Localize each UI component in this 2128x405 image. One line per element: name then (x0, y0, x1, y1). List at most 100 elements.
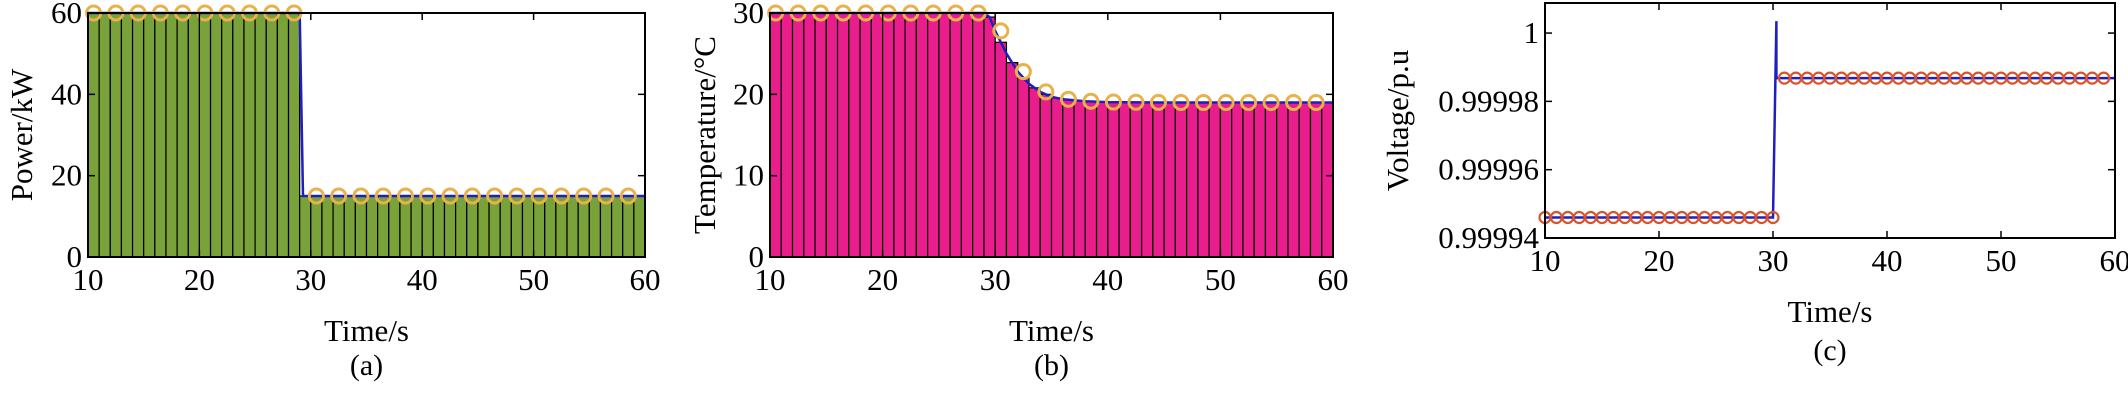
bar (221, 12, 234, 258)
bar (555, 195, 568, 258)
bar (1174, 101, 1188, 258)
bar (1253, 101, 1267, 258)
bar (276, 12, 290, 258)
data-point (330, 187, 348, 205)
bar (972, 12, 985, 258)
bar (870, 12, 884, 258)
data-point (2097, 71, 2111, 85)
bar (1152, 101, 1165, 258)
bar (622, 195, 635, 258)
bar (1208, 101, 1222, 258)
bar (521, 195, 535, 258)
x-tick-label: 10 (73, 262, 104, 297)
data-point (1766, 210, 1780, 225)
bar (949, 12, 963, 258)
bar (1309, 101, 1323, 258)
panel-1 (767, 4, 1334, 258)
bar (848, 12, 861, 258)
y-tick-label: 0.99998 (1438, 83, 1539, 118)
x-tick-label: 30 (295, 262, 326, 297)
bar (1321, 101, 1334, 258)
bar (836, 12, 850, 258)
data-point (619, 187, 637, 205)
bar (499, 195, 512, 258)
bar (120, 12, 134, 258)
bar (1050, 97, 1064, 258)
data-point (1307, 93, 1325, 111)
data-point (1172, 93, 1190, 111)
y-tick-label: 20 (51, 158, 82, 193)
x-tick-label: 30 (980, 262, 1011, 297)
bar (466, 195, 479, 258)
panel-caption: (c) (1813, 334, 1846, 367)
bar (165, 12, 178, 258)
bar (1186, 101, 1199, 258)
bar (588, 195, 602, 258)
data-point (1037, 83, 1055, 101)
bar (1242, 101, 1255, 258)
panel-caption: (a) (350, 349, 383, 382)
y-tick-label: 1 (1524, 15, 1540, 50)
y-tick-label: 0.99994 (1438, 220, 1539, 255)
data-point (1104, 93, 1122, 111)
x-tick-label: 40 (407, 262, 438, 297)
bar (904, 12, 917, 258)
bar (1219, 101, 1233, 258)
data-point (307, 187, 325, 205)
bar (881, 12, 895, 258)
y-tick-label: 60 (51, 0, 82, 30)
y-axis-label: Temperature/°C (687, 36, 722, 234)
bar (791, 12, 805, 258)
bar (927, 12, 940, 258)
bar (1095, 101, 1109, 258)
bar (265, 12, 278, 258)
x-tick-label: 50 (1205, 262, 1236, 297)
bar (510, 195, 524, 258)
bar (287, 12, 301, 258)
x-tick-label: 20 (1644, 243, 1675, 278)
y-tick-label: 40 (51, 76, 82, 111)
data-point (1014, 63, 1032, 81)
bar (310, 195, 323, 258)
bar (814, 12, 827, 258)
bar (154, 12, 167, 258)
y-tick-label: 10 (733, 158, 764, 193)
x-axis-label: Time/s (1787, 294, 1872, 329)
bar (1062, 99, 1075, 258)
bar (1231, 101, 1244, 258)
data-point (396, 187, 414, 205)
x-tick-label: 60 (1318, 262, 1349, 297)
bar (187, 12, 200, 258)
y-tick-label: 20 (733, 76, 764, 111)
bar (1298, 101, 1312, 258)
bar (377, 195, 390, 258)
data-point (992, 22, 1010, 40)
x-tick-label: 50 (518, 262, 549, 297)
bar (332, 195, 345, 258)
x-tick-label: 20 (184, 262, 215, 297)
bar (254, 12, 267, 258)
data-point (1217, 93, 1235, 111)
bar (532, 195, 546, 258)
data-point (374, 187, 392, 205)
bar (1276, 101, 1289, 258)
bar (1073, 100, 1086, 258)
bar (399, 195, 412, 258)
x-tick-label: 50 (1986, 243, 2017, 278)
data-point (486, 187, 504, 205)
bar (803, 12, 816, 258)
y-axis-label: Power/kW (4, 68, 39, 201)
plot-frame (87, 12, 646, 258)
data-point (463, 187, 481, 205)
bar (1107, 101, 1120, 258)
bar (1163, 101, 1176, 258)
bar (1084, 100, 1098, 258)
data-point (419, 187, 437, 205)
data-point (552, 187, 570, 205)
x-tick-label: 60 (2100, 243, 2128, 278)
data-point (508, 187, 526, 205)
x-tick-label: 60 (630, 262, 661, 297)
x-tick-label: 40 (1092, 262, 1123, 297)
y-tick-label: 0.99996 (1438, 152, 1539, 187)
